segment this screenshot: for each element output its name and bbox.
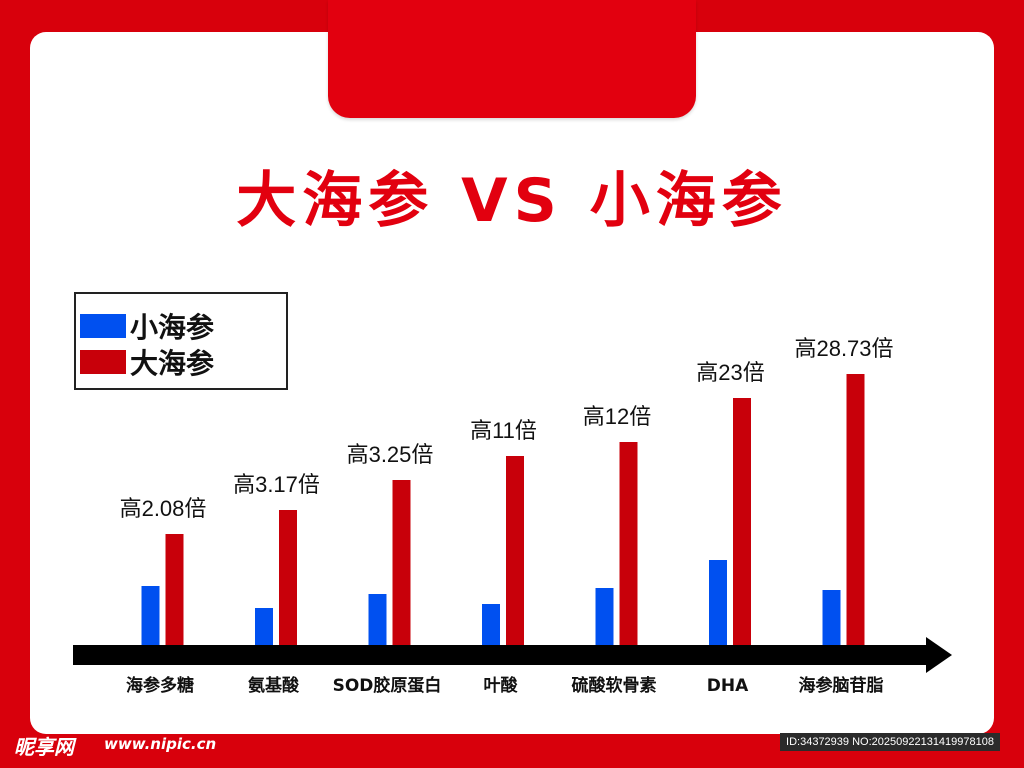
bar-large-0 [165, 534, 184, 646]
bar-annotation-6: 高28.73倍 [794, 336, 893, 361]
category-label-0: 海参多糖 [126, 675, 194, 696]
legend: 小海参 大海参 [74, 292, 288, 390]
bar-small-6 [822, 590, 841, 646]
bar-large-2 [392, 480, 411, 646]
bar-small-2 [368, 594, 387, 646]
category-label-5: DHA [707, 676, 749, 696]
category-label-1: 氨基酸 [248, 675, 300, 696]
header-tab-decoration [328, 0, 696, 118]
category-label-2: SOD胶原蛋白 [333, 675, 442, 696]
bar-large-4 [619, 442, 638, 646]
legend-swatch-blue [80, 314, 126, 338]
category-label-4: 硫酸软骨素 [572, 675, 657, 696]
bar-annotation-3: 高11倍 [470, 418, 537, 443]
bar-annotation-2: 高3.25倍 [347, 442, 434, 467]
bar-annotation-5: 高23倍 [696, 360, 764, 385]
bar-large-5 [733, 398, 751, 646]
chart-title: 大海参 VS 小海参 [236, 166, 788, 236]
bar-small-4 [595, 588, 614, 646]
x-axis-arrowhead [926, 637, 952, 673]
legend-item-large: 大海参 [80, 344, 214, 380]
bar-annotation-0: 高2.08倍 [120, 496, 207, 521]
category-label-6: 海参脑苷脂 [799, 675, 884, 696]
bar-annotation-4: 高12倍 [583, 404, 651, 429]
bar-annotation-1: 高3.17倍 [233, 472, 320, 497]
bar-small-1 [255, 608, 273, 646]
watermark-url: www.nipic.cn [104, 735, 217, 753]
legend-swatch-red [80, 350, 126, 374]
bar-large-1 [279, 510, 297, 646]
legend-label-small: 小海参 [130, 311, 215, 344]
watermark-brand: 昵享网 [14, 735, 74, 759]
legend-item-small: 小海参 [80, 308, 214, 344]
legend-label-large: 大海参 [130, 347, 215, 380]
bar-large-3 [506, 456, 524, 646]
bar-small-0 [141, 586, 160, 646]
bar-small-5 [709, 560, 727, 646]
watermark-id: ID:34372939 NO:20250922131419978108 [780, 733, 1000, 751]
bar-large-6 [846, 374, 865, 646]
category-label-3: 叶酸 [484, 675, 519, 696]
x-axis-line [73, 645, 928, 665]
bar-small-3 [482, 604, 500, 646]
